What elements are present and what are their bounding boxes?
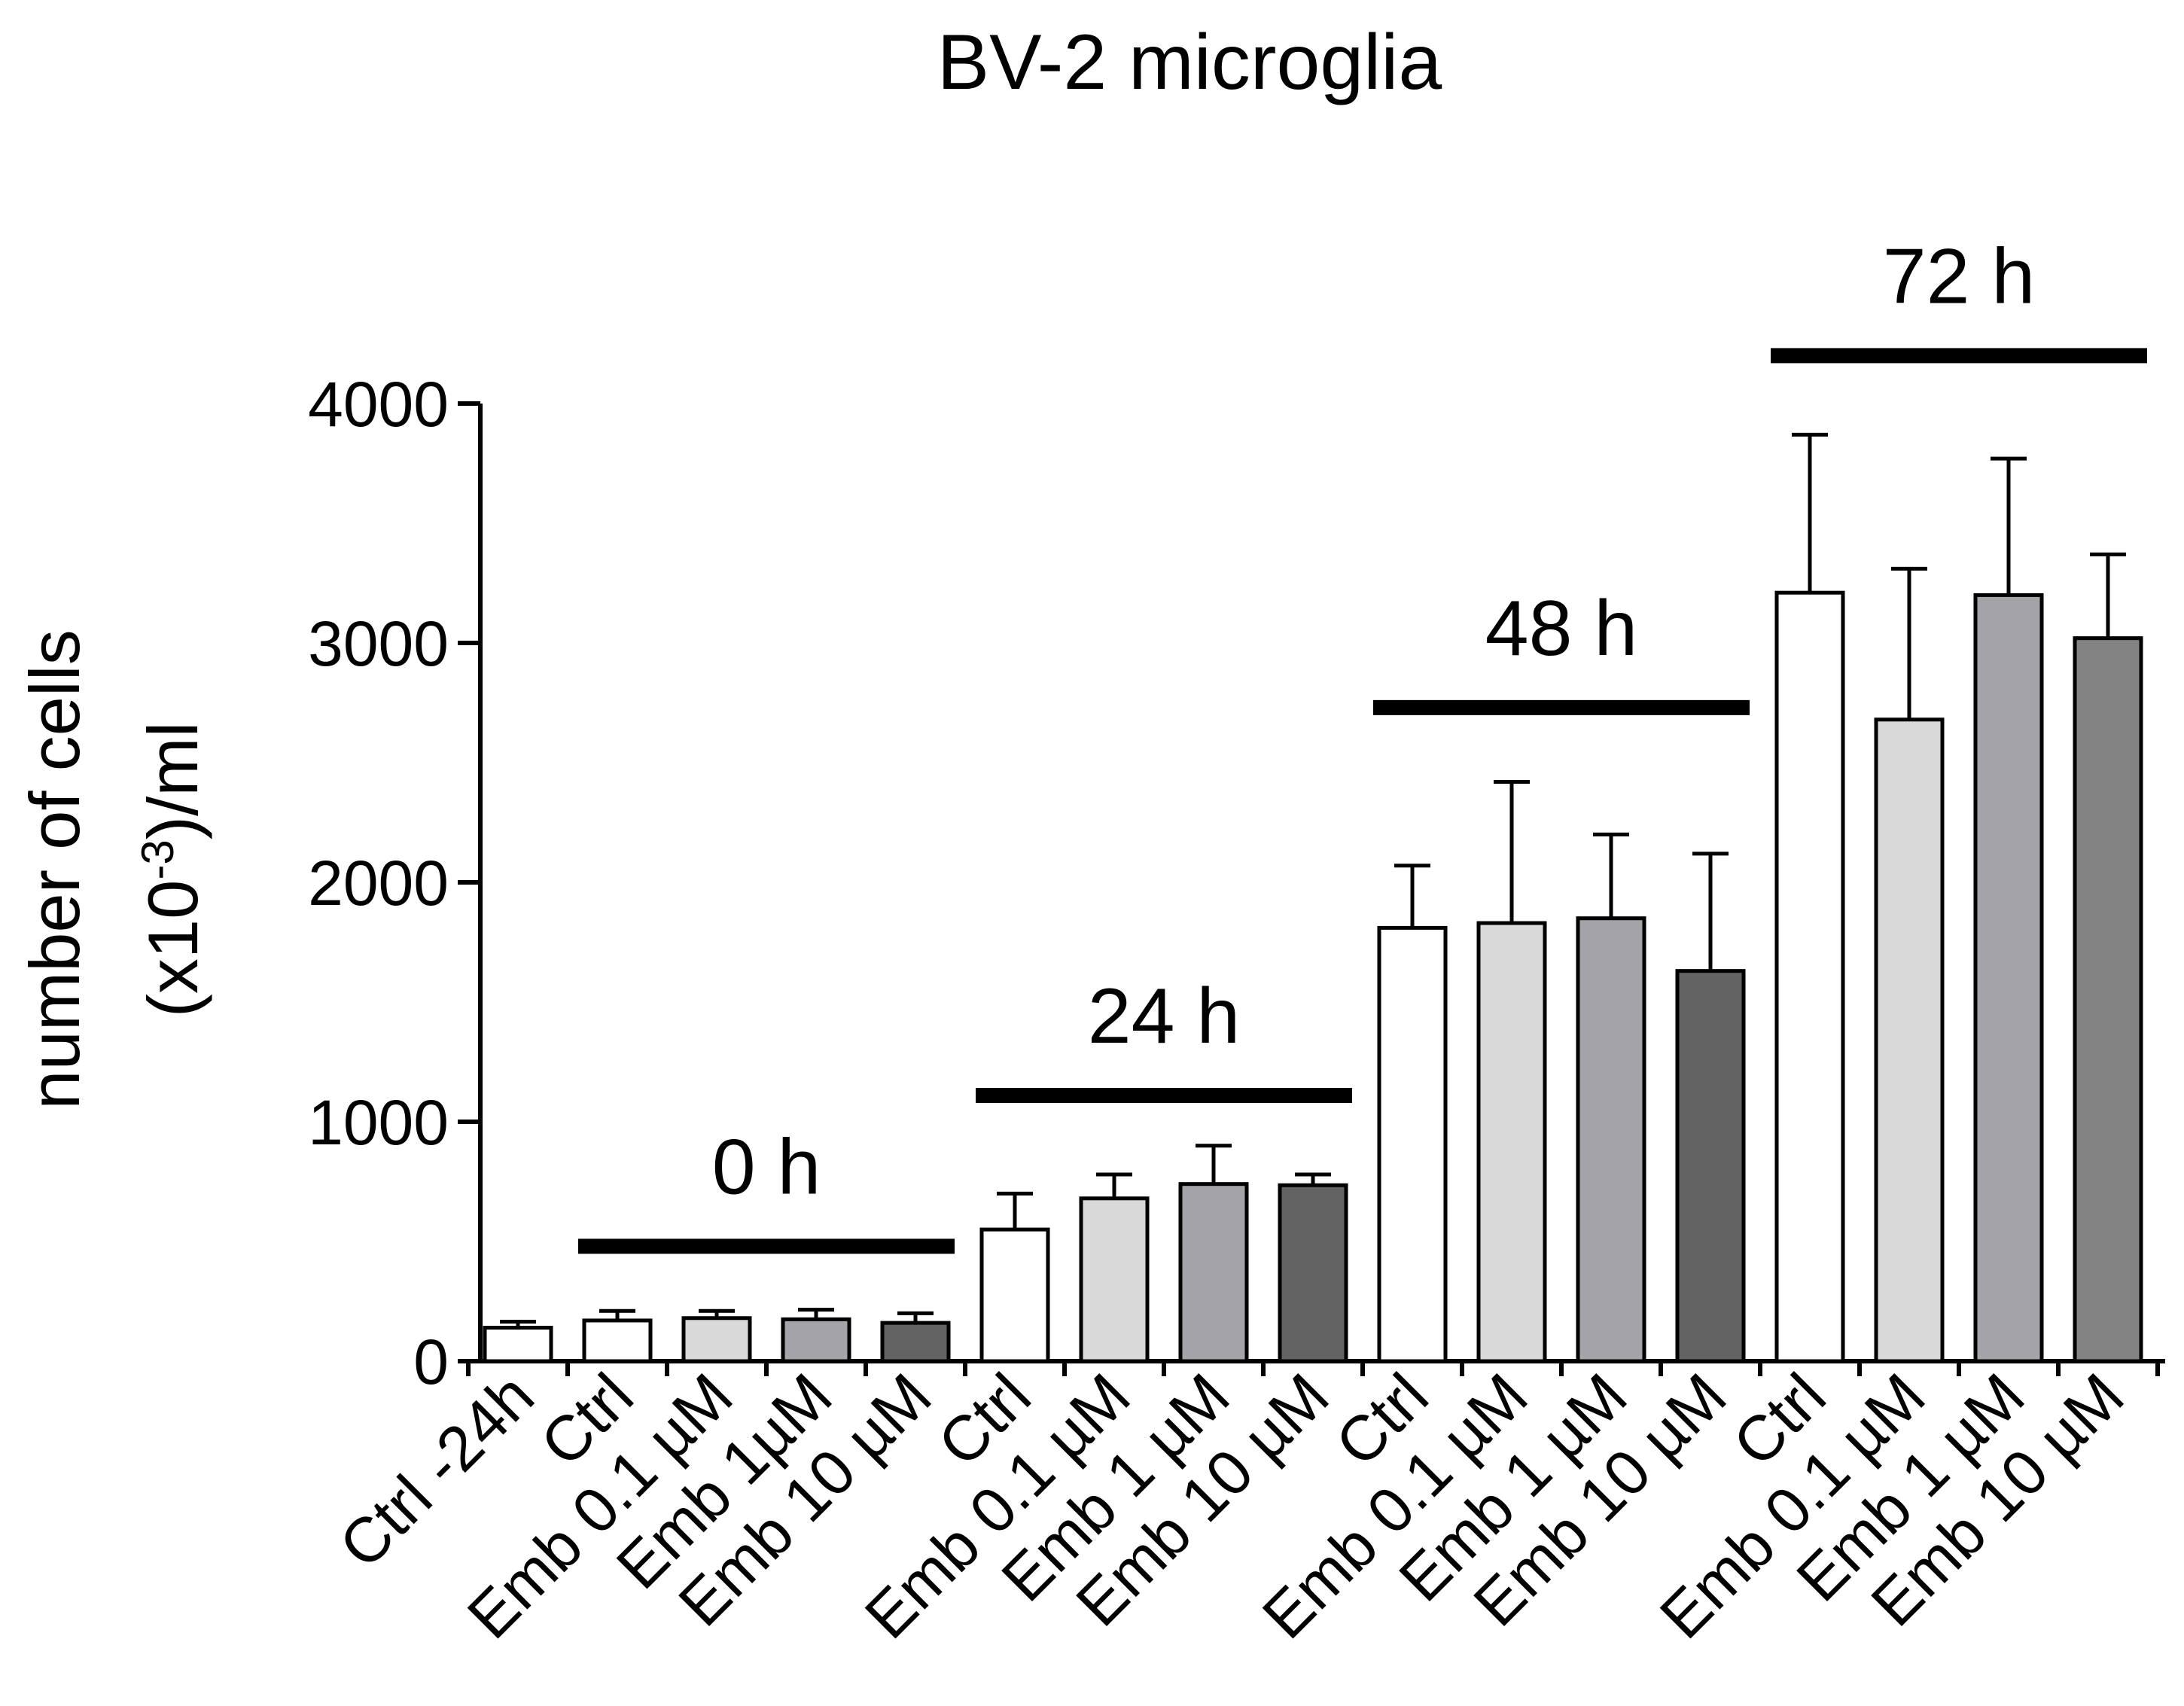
bar <box>1874 717 1945 1363</box>
bar <box>1278 1183 1348 1363</box>
bar <box>1377 925 1448 1363</box>
bar <box>582 1318 653 1363</box>
group-label: 72 h <box>1883 233 2035 320</box>
bar <box>1973 593 2044 1363</box>
bar <box>1774 590 1845 1363</box>
bar <box>2073 636 2143 1363</box>
bar <box>1675 969 1746 1363</box>
y-axis-label-superscript: -3 <box>133 839 183 879</box>
bar <box>681 1316 752 1363</box>
y-axis-label-prefix: (x10 <box>133 880 212 1018</box>
bars <box>483 432 2143 1363</box>
chart-title: BV-2 microglia <box>937 19 1442 106</box>
bar <box>781 1317 851 1363</box>
bar <box>880 1321 951 1363</box>
y-axis-label: number of cells <box>15 629 94 1109</box>
y-tick-label: 3000 <box>308 608 449 679</box>
bar <box>1079 1196 1150 1363</box>
y-tick-label: 1000 <box>308 1087 449 1158</box>
y-axis-label-2: (x10-3)/ml <box>133 722 212 1018</box>
bar <box>979 1227 1050 1363</box>
bar <box>1476 921 1547 1363</box>
axes: 0 1000 2000 3000 4000 <box>308 369 2165 1397</box>
group-label: 24 h <box>1088 973 1240 1060</box>
y-tick-label: 2000 <box>308 848 449 918</box>
y-tick-label: 0 <box>413 1327 449 1397</box>
bar <box>1178 1182 1249 1363</box>
y-axis-label-suffix: )/ml <box>133 722 212 840</box>
group-labels: 0 h 24 h 48 h 72 h <box>578 233 2147 1254</box>
y-axis-label-line2: (x10-3)/ml <box>133 722 212 1018</box>
y-axis-label-line1: number of cells <box>15 629 94 1109</box>
bar <box>1576 916 1646 1363</box>
group-label: 48 h <box>1485 585 1637 672</box>
y-tick-label: 4000 <box>308 369 449 440</box>
bar <box>483 1325 553 1363</box>
group-label: 0 h <box>712 1123 821 1211</box>
